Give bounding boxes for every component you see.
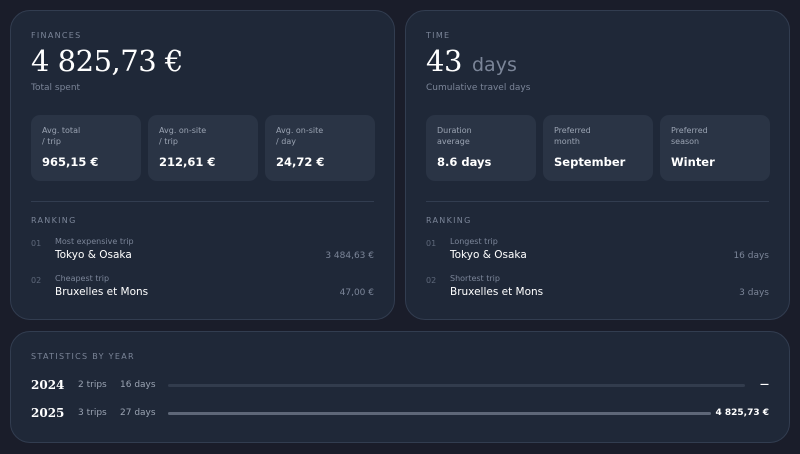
card-label: Duration average [437,126,472,146]
avg-onsite-per-trip-card: Avg. on-site / trip 212,61 € [148,115,258,181]
year-trips: 2 trips [78,380,107,390]
card-value: 965,15 € [42,155,99,169]
rank-number: 02 [31,276,42,285]
rank-trip-name: Bruxelles et Mons [450,286,544,298]
rank-value: 16 days [733,251,769,261]
card-value: September [554,155,626,169]
duration-average-card: Duration average 8.6 days [426,115,536,181]
preferred-month-card: Preferred month September [543,115,653,181]
statistics-section-label: STATISTICS BY YEAR [31,352,135,361]
card-label: Avg. total / trip [42,126,81,146]
card-label: Avg. on-site / trip [159,126,207,146]
divider [31,201,374,202]
rank-trip-name: Tokyo & Osaka [450,249,527,261]
total-spent-value: 4 825,73 € [31,44,183,78]
ranking-label: RANKING [31,216,77,225]
rank-label: Cheapest trip [55,274,110,283]
statistics-by-year-panel: STATISTICS BY YEAR 2024 2 trips 16 days … [10,331,790,443]
rank-label: Shortest trip [450,274,500,283]
rank-value: 3 days [739,288,769,298]
rank-value: 47,00 € [339,288,374,298]
rank-value: 3 484,63 € [325,251,374,261]
preferred-season-card: Preferred season Winter [660,115,770,181]
total-days-value: 43 [426,44,462,78]
year-progress-track [168,412,711,415]
time-section-label: TIME [426,31,451,40]
year-label: 2025 [31,406,65,420]
ranking-label: RANKING [426,216,472,225]
rank-trip-name: Bruxelles et Mons [55,286,149,298]
year-progress-fill [168,412,711,415]
card-value: 212,61 € [159,155,216,169]
rank-label: Longest trip [450,237,498,246]
year-amount: 4 825,73 € [715,408,769,418]
card-label: Preferred season [671,126,708,146]
rank-number: 02 [426,276,437,285]
time-panel: TIME 43 days Cumulative travel days Dura… [405,10,790,320]
card-value: 24,72 € [276,155,325,169]
rank-number: 01 [31,239,42,248]
year-days: 16 days [120,380,156,390]
rank-trip-name: Tokyo & Osaka [55,249,132,261]
year-amount: — [760,380,769,390]
card-label: Preferred month [554,126,591,146]
total-days-unit: days [472,54,517,76]
card-value: 8.6 days [437,155,492,169]
card-label: Avg. on-site / day [276,126,324,146]
avg-total-per-trip-card: Avg. total / trip 965,15 € [31,115,141,181]
rank-label: Most expensive trip [55,237,134,246]
rank-number: 01 [426,239,437,248]
finances-panel: FINANCES 4 825,73 € Total spent Avg. tot… [10,10,395,320]
avg-onsite-per-day-card: Avg. on-site / day 24,72 € [265,115,375,181]
total-days-caption: Cumulative travel days [426,83,531,93]
year-days: 27 days [120,408,156,418]
total-spent-caption: Total spent [31,83,81,93]
year-trips: 3 trips [78,408,107,418]
divider [426,201,769,202]
year-label: 2024 [31,378,65,392]
year-progress-track [168,384,745,387]
card-value: Winter [671,155,715,169]
finances-section-label: FINANCES [31,31,82,40]
